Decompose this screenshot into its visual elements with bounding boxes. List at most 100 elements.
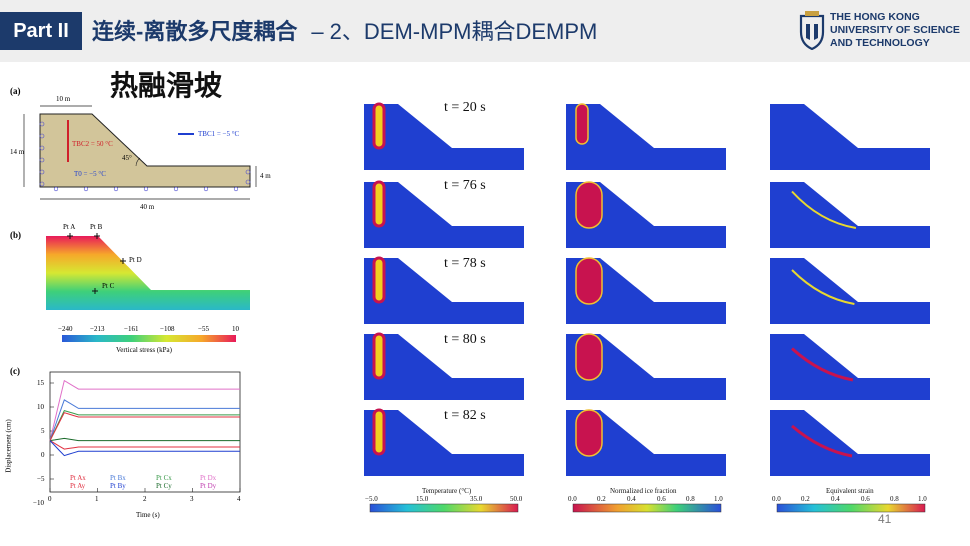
slope-panel-r2-c1 bbox=[364, 182, 524, 248]
thaw-plume-r3-c2 bbox=[575, 257, 603, 305]
time-label-80: t = 80 s bbox=[444, 332, 486, 347]
slope-panel-r5-c3 bbox=[770, 410, 930, 476]
curve-pt-dx bbox=[49, 379, 240, 441]
stress-title: Vertical stress (kPa) bbox=[116, 346, 172, 354]
legend-pt-cx: Pt Cx bbox=[156, 474, 172, 482]
slope-panel-r4-c1 bbox=[364, 334, 524, 400]
slope-panel-r5-c1 bbox=[364, 410, 524, 476]
panel-b-label: (b) bbox=[10, 230, 21, 240]
slope-panel-r1-c1 bbox=[364, 104, 524, 170]
page-number: 41 bbox=[878, 512, 892, 526]
dim-left: 14 m bbox=[10, 148, 25, 156]
slide-title: 连续-离散多尺度耦合 – 2、DEM-MPM耦合DEMPM bbox=[92, 14, 597, 46]
panel-b-stress-field bbox=[46, 233, 250, 342]
curve-pt-cy bbox=[49, 437, 240, 442]
legend-pt-ay: Pt Ay bbox=[70, 482, 86, 490]
thaw-plume-r5-c2 bbox=[575, 409, 603, 457]
ylabel: Displacement (cm) bbox=[4, 419, 13, 473]
stress-tick-6: 10 bbox=[232, 325, 239, 333]
dim-top: 10 m bbox=[56, 95, 71, 103]
curve-pt-bx bbox=[49, 399, 240, 441]
dim-bottom: 40 m bbox=[140, 203, 155, 211]
panel-c-label: (c) bbox=[10, 366, 20, 376]
left-figure: (a) 10 m 14 m 4 m 40 m 45° TBC2 = 50 °C … bbox=[4, 84, 278, 524]
slope-panel-r2-c2 bbox=[566, 182, 726, 248]
part-badge: Part II bbox=[0, 12, 82, 50]
shear-band-r3 bbox=[791, 269, 855, 305]
ytick-5: 5 bbox=[41, 427, 45, 435]
panel-c-displacement-plot bbox=[49, 371, 241, 493]
curve-pt-cx bbox=[49, 409, 240, 441]
temp-tick-3: 35.0 bbox=[470, 495, 483, 503]
strain-tick-1: 0.0 bbox=[772, 495, 781, 503]
legend-pt-by: Pt By bbox=[110, 482, 126, 490]
xtick-2: 2 bbox=[143, 495, 147, 503]
thaw-plume-r2-c1 bbox=[372, 180, 386, 228]
colorbar-strips bbox=[369, 503, 926, 513]
ytick-0: 0 bbox=[41, 451, 45, 459]
strain-tick-5: 0.8 bbox=[890, 495, 899, 503]
dim-right: 4 m bbox=[260, 172, 271, 180]
slide-header: Part II 连续-离散多尺度耦合 – 2、DEM-MPM耦合DEMPM THE… bbox=[0, 0, 970, 62]
ytick-m10: −10 bbox=[33, 499, 44, 507]
ytick-10: 10 bbox=[37, 403, 44, 411]
ice-tick-2: 0.2 bbox=[597, 495, 606, 503]
curve-pt-ay bbox=[49, 440, 240, 450]
slope-panel-r3-c1 bbox=[364, 258, 524, 324]
logo-line-1: THE HONG KONG bbox=[830, 11, 920, 23]
panel-a-geometry bbox=[23, 105, 257, 200]
logo-line-2: UNIVERSITY OF SCIENCE bbox=[830, 24, 960, 36]
thaw-plume-r1-c2 bbox=[575, 103, 589, 145]
thaw-plume-r5-c1 bbox=[372, 408, 386, 456]
curve-pt-ax bbox=[49, 412, 240, 441]
slope-panel-r1-c3 bbox=[770, 104, 930, 170]
slope-panel-r4-c3 bbox=[770, 334, 930, 400]
title-sub: – 2、DEM-MPM耦合DEMPM bbox=[311, 19, 598, 44]
pt-c-label: Pt C bbox=[102, 282, 115, 290]
legend-pt-dy: Pt Dy bbox=[200, 482, 217, 490]
hkust-emblem-icon bbox=[799, 11, 825, 51]
ytick-m5: −5 bbox=[37, 475, 45, 483]
slope-panel-r1-c2 bbox=[566, 104, 726, 170]
tbc2-label: TBC2 = 50 °C bbox=[72, 140, 113, 148]
thaw-plume-r1-c1 bbox=[372, 102, 386, 150]
legend-pt-ax: Pt Ax bbox=[70, 474, 86, 482]
slope-panel-r3-c3 bbox=[770, 258, 930, 324]
legend-pt-dx: Pt Dx bbox=[200, 474, 217, 482]
stress-tick-2: −213 bbox=[90, 325, 105, 333]
slope-panel-r5-c2 bbox=[566, 410, 726, 476]
subheading: 热融滑坡 bbox=[110, 70, 223, 101]
stress-tick-4: −108 bbox=[160, 325, 175, 333]
curve-pt-by bbox=[49, 440, 240, 457]
time-label-82: t = 82 s bbox=[444, 408, 486, 423]
tbc1-label: TBC1 = −5 °C bbox=[198, 130, 240, 138]
legend-pt-bx: Pt Bx bbox=[110, 474, 126, 482]
stress-tick-5: −55 bbox=[198, 325, 209, 333]
snapshot-panels bbox=[364, 102, 930, 476]
stress-tick-1: −240 bbox=[58, 325, 73, 333]
angle-label: 45° bbox=[122, 154, 132, 162]
temperature-colorbar-title: Temperature (°C) bbox=[422, 487, 472, 495]
t0-label: T0 = −5 °C bbox=[74, 170, 106, 178]
strain-tick-6: 1.0 bbox=[918, 495, 927, 503]
slope-panel-r3-c2 bbox=[566, 258, 726, 324]
xtick-1: 1 bbox=[95, 495, 99, 503]
xtick-0: 0 bbox=[48, 495, 52, 503]
snapshot-grid bbox=[364, 102, 930, 476]
ice-tick-1: 0.0 bbox=[568, 495, 577, 503]
hkust-logo: THE HONG KONG UNIVERSITY OF SCIENCE AND … bbox=[798, 10, 964, 52]
shear-band-r4 bbox=[790, 347, 854, 382]
displacement-curves bbox=[49, 379, 240, 457]
strain-tick-2: 0.2 bbox=[801, 495, 810, 503]
logo-text: THE HONG KONG UNIVERSITY OF SCIENCE AND … bbox=[830, 11, 960, 50]
pt-b-label: Pt B bbox=[90, 223, 103, 231]
thaw-plume-r3-c1 bbox=[372, 256, 386, 304]
pt-d-label: Pt D bbox=[129, 256, 142, 264]
time-label-20: t = 20 s bbox=[444, 100, 486, 115]
time-label-76: t = 76 s bbox=[444, 178, 486, 193]
ice-tick-6: 1.0 bbox=[714, 495, 723, 503]
ice-tick-5: 0.8 bbox=[686, 495, 695, 503]
title-main: 连续-离散多尺度耦合 bbox=[92, 19, 298, 44]
ice-tick-4: 0.6 bbox=[657, 495, 666, 503]
stress-tick-3: −161 bbox=[124, 325, 139, 333]
